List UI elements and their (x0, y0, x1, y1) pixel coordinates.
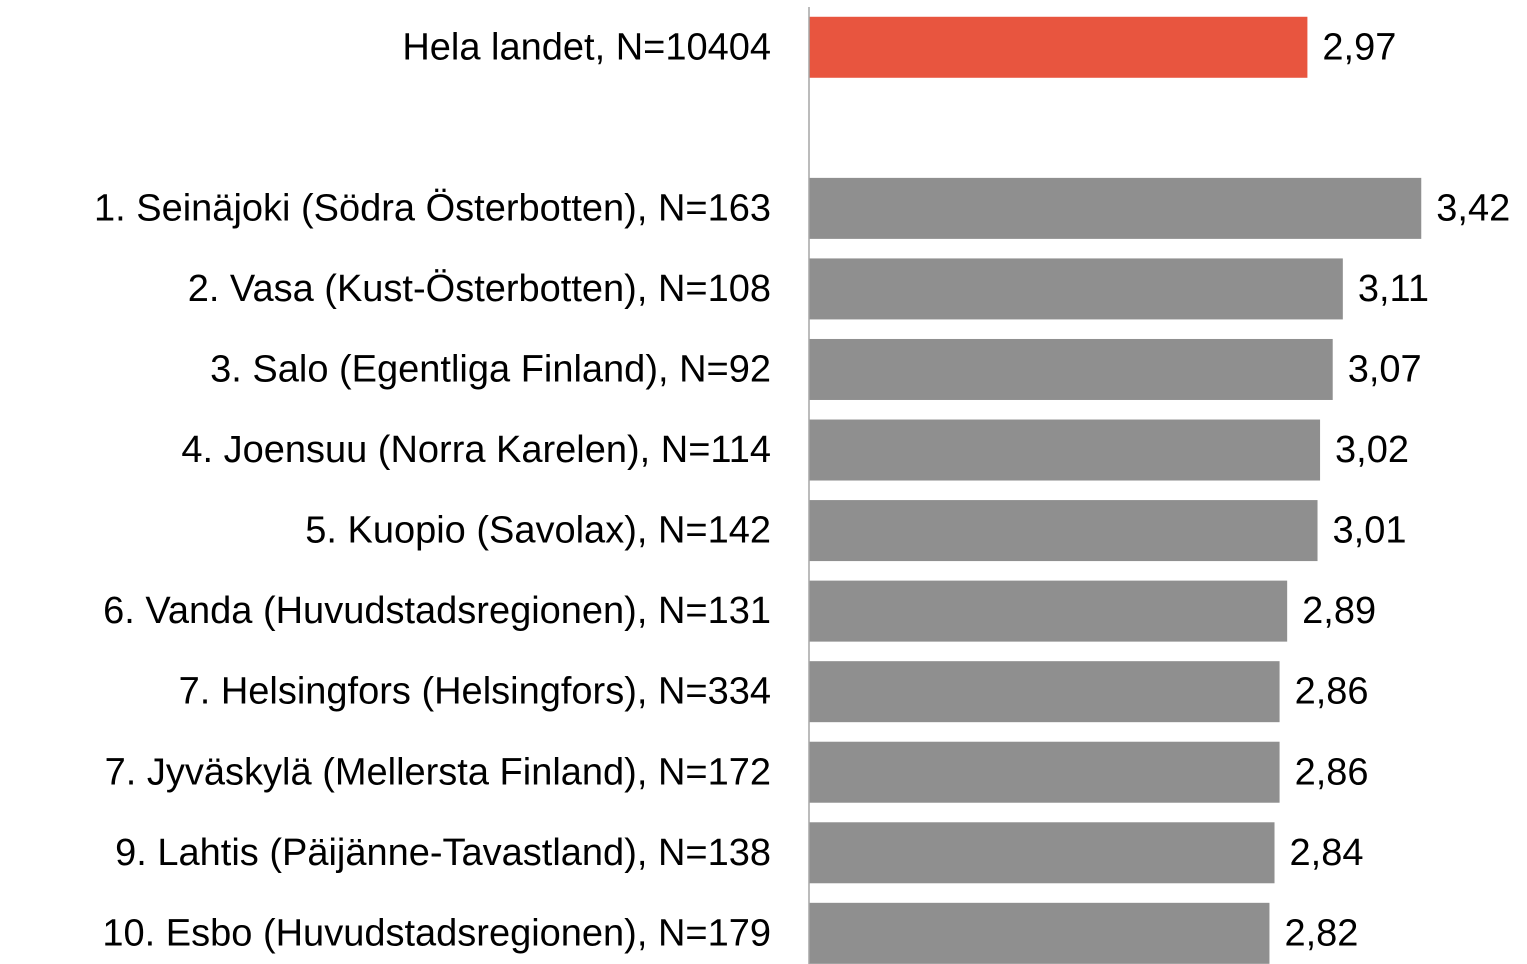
value-label: 2,86 (1295, 751, 1369, 793)
value-label: 2,97 (1322, 26, 1396, 68)
category-label: 10. Esbo (Huvudstadsregionen), N=179 (102, 912, 771, 954)
bar (809, 580, 1288, 642)
bar (809, 258, 1343, 320)
category-label: 1. Seinäjoki (Södra Österbotten), N=163 (94, 187, 771, 229)
value-label: 3,01 (1333, 510, 1407, 552)
category-label: 2. Vasa (Kust-Österbotten), N=108 (188, 268, 771, 310)
value-label: 3,02 (1335, 429, 1409, 471)
category-label: Hela landet, N=10404 (402, 26, 771, 68)
category-label: 7. Jyväskylä (Mellersta Finland), N=172 (105, 751, 771, 793)
category-label: 9. Lahtis (Päijänne-Tavastland), N=138 (115, 832, 771, 874)
bar (809, 822, 1275, 884)
category-label: 4. Joensuu (Norra Karelen), N=114 (181, 429, 771, 471)
value-label: 2,86 (1295, 671, 1369, 713)
bar (809, 741, 1280, 803)
value-label: 3,11 (1358, 268, 1429, 310)
value-label: 2,84 (1290, 832, 1364, 874)
bar (809, 661, 1280, 723)
category-label: 6. Vanda (Huvudstadsregionen), N=131 (103, 590, 771, 632)
category-label: 3. Salo (Egentliga Finland), N=92 (210, 349, 771, 391)
value-label: 2,82 (1284, 912, 1358, 954)
value-label: 3,42 (1436, 187, 1510, 229)
category-label: 7. Helsingfors (Helsingfors), N=334 (179, 671, 771, 713)
bar (809, 16, 1308, 78)
category-label: 5. Kuopio (Savolax), N=142 (305, 510, 771, 552)
value-label: 3,07 (1348, 349, 1422, 391)
bar (809, 419, 1321, 481)
bar (809, 902, 1270, 964)
bar (809, 338, 1333, 400)
value-label: 2,89 (1302, 590, 1376, 632)
bar (809, 177, 1422, 239)
bar (809, 500, 1318, 562)
